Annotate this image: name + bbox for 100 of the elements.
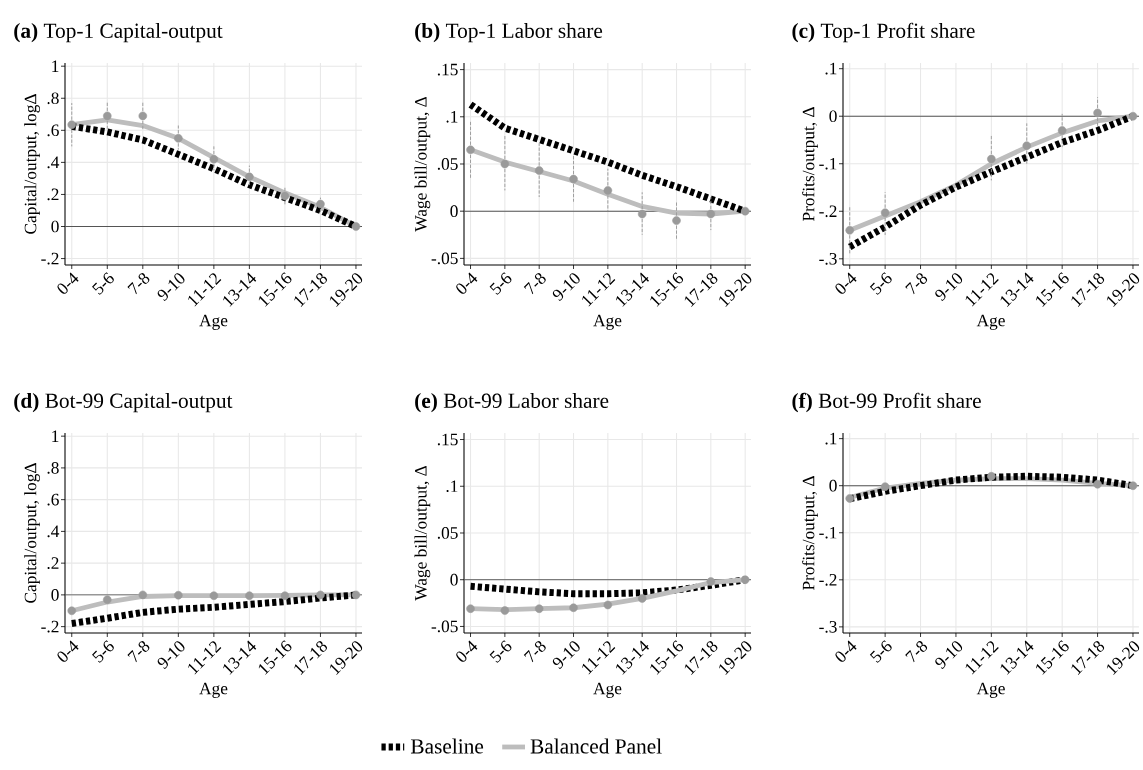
y-axis-title: Capital/output, logΔ: [24, 463, 40, 603]
x-tick-label: 7-8: [905, 641, 928, 663]
point: [845, 494, 854, 503]
y-tick-label: 0: [829, 479, 837, 492]
x-tick-label: 9-10: [935, 641, 963, 670]
y-tick-label: .4: [47, 156, 60, 169]
y-tick-label: .15: [437, 63, 458, 76]
point: [103, 595, 112, 604]
x-axis-title: Age: [593, 314, 622, 330]
chart-title: (c) Top-1 Profit share: [792, 22, 975, 43]
point: [1022, 141, 1032, 150]
y-tick-label: 1: [52, 60, 59, 72]
y-tick-label: .2: [47, 557, 59, 570]
x-axis-title: Age: [199, 314, 228, 330]
y-tick-label: -.2: [819, 573, 837, 586]
x-tick-label: 7-8: [523, 273, 546, 295]
point: [706, 209, 716, 219]
y-tick-label: .05: [437, 527, 458, 539]
point: [706, 577, 716, 586]
x-tick-label: 5-6: [92, 272, 114, 295]
point: [209, 154, 219, 164]
x-tick-label: 9-10: [157, 641, 185, 670]
point: [637, 209, 647, 219]
y-axis-title: Capital/output, logΔ: [24, 94, 40, 234]
x-tick-label: 7-8: [905, 273, 928, 295]
point: [1093, 480, 1102, 489]
y-tick-label: -.1: [819, 157, 837, 170]
y-tick-label: .4: [47, 525, 60, 538]
point: [1057, 126, 1067, 135]
y-tick-label: 0: [51, 220, 59, 233]
point: [603, 186, 613, 195]
point: [174, 590, 183, 600]
chart-title: (e) Bot-99 Labor share: [415, 392, 609, 413]
point: [280, 591, 290, 600]
x-tick-label: 5-6: [92, 640, 114, 663]
x-tick-label: 7-8: [523, 641, 546, 663]
point: [174, 134, 183, 143]
point: [1093, 108, 1102, 118]
point: [569, 603, 578, 613]
point: [245, 591, 254, 600]
point: [987, 154, 996, 164]
point: [316, 199, 325, 209]
point: [351, 222, 361, 231]
y-tick-label: 0: [450, 205, 458, 218]
y-tick-label: .2: [47, 188, 59, 201]
x-tick-label: 0-4: [835, 272, 857, 294]
point: [603, 600, 613, 610]
y-axis-title: Profits/output, Δ: [802, 107, 818, 222]
y-tick-label: .15: [437, 433, 458, 446]
chart-title: (b) Top-1 Labor share: [415, 22, 603, 43]
point: [740, 575, 750, 584]
point: [280, 191, 290, 201]
point: [880, 482, 890, 491]
x-tick-label: 5-6: [489, 640, 512, 663]
y-tick-label: .1: [446, 110, 458, 123]
point: [138, 590, 148, 600]
point: [500, 606, 510, 615]
y-tick-label: 0: [450, 573, 458, 586]
y-tick-label: .6: [47, 493, 59, 506]
x-tick-label: 7-8: [127, 273, 150, 295]
y-axis-title: Profits/output, Δ: [802, 476, 818, 591]
y-tick-label: -.05: [431, 252, 458, 265]
point: [880, 208, 890, 217]
y-tick-label: .8: [47, 92, 59, 105]
x-axis-title: Age: [976, 682, 1005, 698]
y-tick-label: .8: [47, 462, 59, 474]
point: [67, 606, 77, 616]
legend-label: Balanced Panel: [530, 738, 662, 754]
x-axis-title: Age: [199, 682, 228, 698]
chart-title: (f) Bot-99 Profit share: [792, 392, 981, 413]
y-tick-label: 0: [51, 589, 59, 601]
y-tick-label: -.05: [431, 620, 458, 633]
y-tick-label: -.2: [41, 252, 59, 265]
point: [500, 159, 510, 169]
y-axis-title: Wage bill/output, Δ: [414, 96, 431, 232]
chart-title: (a) Top-1 Capital-output: [14, 22, 223, 43]
x-axis-title: Age: [976, 314, 1005, 330]
point: [138, 111, 148, 121]
y-tick-label: .1: [825, 62, 837, 75]
point: [209, 591, 219, 600]
point: [569, 174, 578, 184]
point: [67, 120, 77, 129]
x-tick-label: 0-4: [835, 640, 857, 662]
point: [740, 206, 750, 216]
legend-label: Baseline: [410, 738, 484, 754]
y-tick-label: -.2: [819, 205, 837, 218]
y-tick-label: -.2: [41, 620, 59, 633]
point: [637, 594, 647, 603]
point: [672, 216, 681, 225]
x-tick-label: 5-6: [869, 272, 892, 295]
y-tick-label: .1: [446, 480, 458, 493]
point: [534, 166, 544, 175]
point: [316, 590, 325, 600]
x-tick-label: 0-4: [456, 272, 478, 294]
y-tick-label: -.1: [819, 526, 837, 539]
x-tick-label: 7-8: [127, 641, 150, 663]
x-tick-label: 9-10: [157, 273, 185, 302]
x-tick-label: 5-6: [489, 272, 512, 295]
y-tick-label: 1: [52, 430, 59, 442]
y-tick-label: .1: [825, 432, 837, 445]
